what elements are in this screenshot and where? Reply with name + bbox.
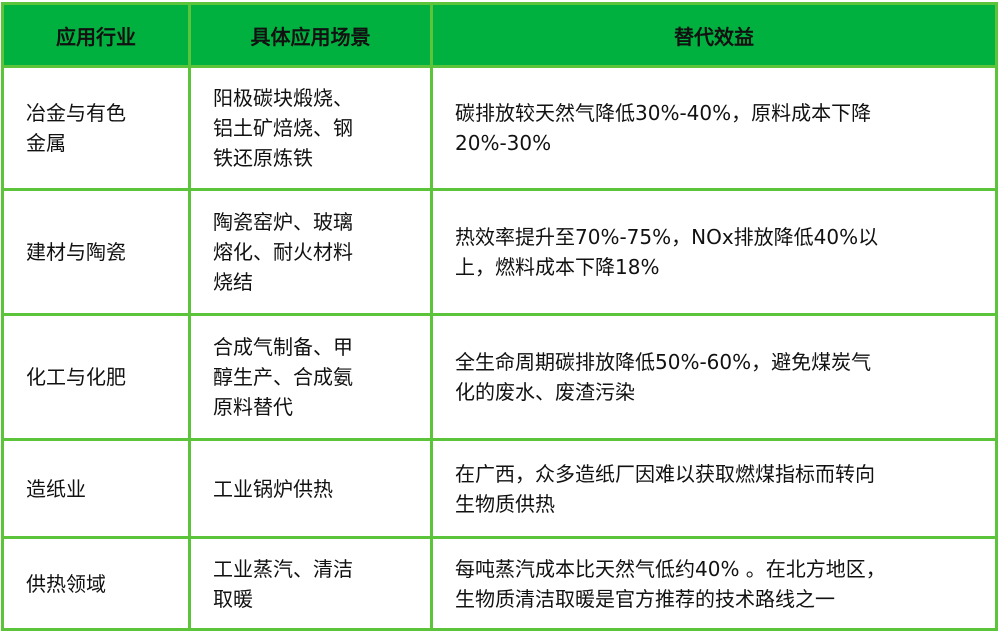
industry-cell: 供热领域 bbox=[1, 536, 191, 631]
cell-text-line: 化工与化肥 bbox=[26, 365, 126, 389]
header-scenario: 具体应用场景 bbox=[188, 2, 433, 68]
table-row: 供热领域 工业蒸汽、清洁 取暖 每吨蒸汽成本比天然气低约40% 。在北方地区， 生物质清… bbox=[1, 536, 998, 631]
scenario-cell: 阳极碳块煅烧、 铝土矿焙烧、钢 铁还原炼铁 bbox=[188, 65, 433, 191]
cell-text-line: 20%-30% bbox=[455, 131, 552, 155]
cell-text-line: 合成气制备、甲 bbox=[213, 335, 353, 359]
table-row: 建材与陶瓷 陶瓷窑炉、玻璃 熔化、耐火材料 烧结 热效率提升至70%-75%，NOx排放… bbox=[1, 188, 998, 316]
table-row: 化工与化肥 合成气制备、甲 醇生产、合成氨 原料替代 全生命周期碳排放降低50%-60%… bbox=[1, 313, 998, 441]
cell-text-line: 工业锅炉供热 bbox=[213, 476, 333, 501]
cell-text-line: 原料替代 bbox=[213, 395, 293, 419]
benefit-cell: 热效率提升至70%-75%，NOx排放降低40%以 上，燃料成本下降18% bbox=[430, 188, 998, 316]
industry-cell: 化工与化肥 bbox=[1, 313, 191, 441]
cell-text-line: 烧结 bbox=[213, 270, 253, 294]
cell-text-line: 在广西，众多造纸厂因难以获取燃煤指标而转向 bbox=[455, 461, 875, 486]
scenario-cell: 工业蒸汽、清洁 取暖 bbox=[188, 536, 433, 631]
cell-text-line: 冶金与有色 bbox=[26, 101, 126, 125]
cell-text-line: 铝土矿焙烧、钢 bbox=[213, 116, 353, 140]
industry-cell: 造纸业 bbox=[1, 438, 191, 539]
cell-text-line: 生物质清洁取暖是官方推荐的技术路线之一 bbox=[455, 586, 835, 611]
cell-text-line: 全生命周期碳排放降低50%-60%，避免煤炭气 bbox=[455, 350, 872, 374]
benefit-cell: 碳排放较天然气降低30%-40%，原料成本下降 20%-30% bbox=[430, 65, 998, 191]
cell-text-line: 上，燃料成本下降18% bbox=[455, 255, 660, 279]
cell-text-line: 取暖 bbox=[213, 586, 253, 611]
cell-text-line: 供热领域 bbox=[26, 571, 106, 596]
cell-text-line: 造纸业 bbox=[26, 476, 86, 501]
benefit-cell: 在广西，众多造纸厂因难以获取燃煤指标而转向 生物质供热 bbox=[430, 438, 998, 539]
cell-text-line: 每吨蒸汽成本比天然气低约40% 。在北方地区， bbox=[455, 556, 886, 581]
cell-text-line: 熔化、耐火材料 bbox=[213, 240, 353, 264]
cell-text-line: 陶瓷窑炉、玻璃 bbox=[213, 210, 353, 234]
header-row: 应用行业 具体应用场景 替代效益 bbox=[1, 2, 998, 68]
cell-text-line: 热效率提升至70%-75%，NOx排放降低40%以 bbox=[455, 225, 879, 249]
header-industry: 应用行业 bbox=[1, 2, 191, 68]
scenario-cell: 陶瓷窑炉、玻璃 熔化、耐火材料 烧结 bbox=[188, 188, 433, 316]
industry-cell: 建材与陶瓷 bbox=[1, 188, 191, 316]
cell-text-line: 金属 bbox=[26, 131, 66, 155]
header-benefit: 替代效益 bbox=[430, 2, 998, 68]
cell-text-line: 醇生产、合成氨 bbox=[213, 365, 353, 389]
benefit-cell: 每吨蒸汽成本比天然气低约40% 。在北方地区， 生物质清洁取暖是官方推荐的技术路线… bbox=[430, 536, 998, 631]
table-row: 冶金与有色 金属 阳极碳块煅烧、 铝土矿焙烧、钢 铁还原炼铁 碳排放较天然气降低30%-4… bbox=[1, 65, 998, 191]
scenario-cell: 合成气制备、甲 醇生产、合成氨 原料替代 bbox=[188, 313, 433, 441]
cell-text-line: 工业蒸汽、清洁 bbox=[213, 556, 353, 581]
cell-text-line: 铁还原炼铁 bbox=[213, 146, 313, 170]
cell-text-line: 阳极碳块煅烧、 bbox=[213, 86, 353, 110]
cell-text-line: 建材与陶瓷 bbox=[26, 240, 126, 264]
benefit-cell: 全生命周期碳排放降低50%-60%，避免煤炭气 化的废水、废渣污染 bbox=[430, 313, 998, 441]
industry-cell: 冶金与有色 金属 bbox=[1, 65, 191, 191]
table-row: 造纸业 工业锅炉供热 在广西，众多造纸厂因难以获取燃煤指标而转向 生物质供热 bbox=[1, 438, 998, 539]
scenario-cell: 工业锅炉供热 bbox=[188, 438, 433, 539]
cell-text-line: 生物质供热 bbox=[455, 491, 555, 516]
cell-text-line: 碳排放较天然气降低30%-40%，原料成本下降 bbox=[455, 101, 872, 125]
cell-text-line: 化的废水、废渣污染 bbox=[455, 380, 635, 404]
